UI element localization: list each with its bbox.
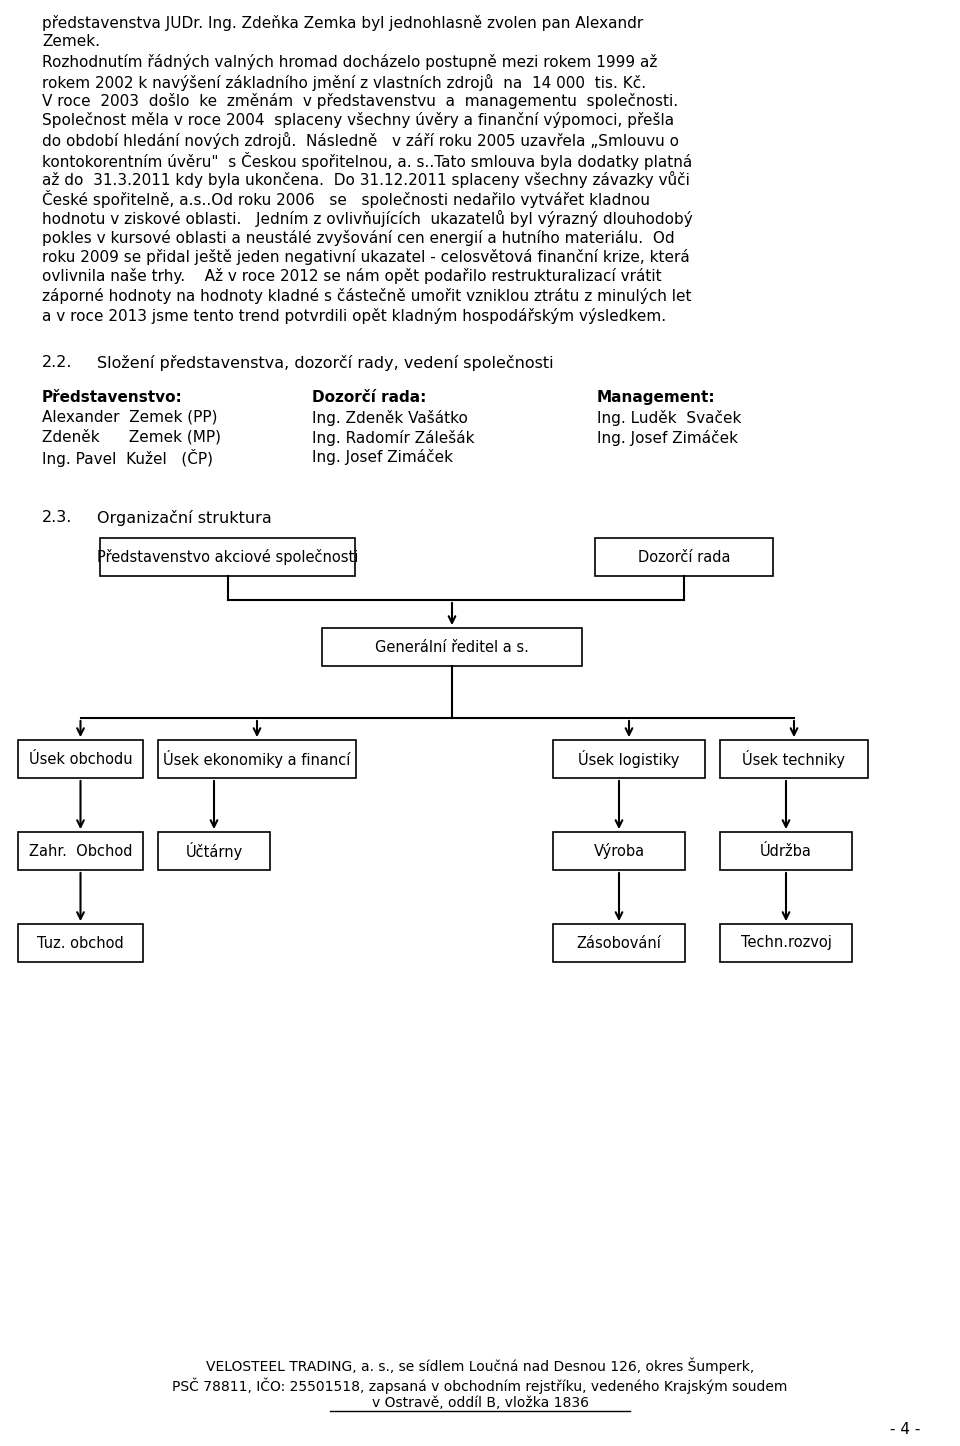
Bar	[553, 924, 685, 962]
Text: Generální ředitel a s.: Generální ředitel a s.	[375, 639, 529, 655]
Text: 2.3.: 2.3.	[42, 510, 72, 525]
Text: představenstva JUDr. Ing. Zdeňka Zemka byl jednohlasně zvolen pan Alexandr: představenstva JUDr. Ing. Zdeňka Zemka b…	[42, 14, 643, 30]
Bar	[158, 740, 356, 778]
Text: Zásobování: Zásobování	[577, 936, 661, 950]
Text: PSČ 78811, IČO: 25501518, zapsaná v obchodním rejstříku, vedeného Krajským soude: PSČ 78811, IČO: 25501518, zapsaná v obch…	[172, 1377, 788, 1394]
Text: Techn.rozvoj: Techn.rozvoj	[740, 936, 831, 950]
Bar	[100, 538, 355, 576]
Bar	[158, 831, 270, 870]
Bar	[595, 538, 773, 576]
Text: hodnotu v ziskové oblasti.   Jedním z ovlivňujících  ukazatelů byl výrazný dlouh: hodnotu v ziskové oblasti. Jedním z ovli…	[42, 210, 693, 227]
Bar	[322, 628, 582, 667]
Text: rokem 2002 k navýšení základního jmění z vlastních zdrojů  na  14 000  tis. Kč.: rokem 2002 k navýšení základního jmění z…	[42, 74, 646, 91]
Text: Představenstvo akciové společnosti: Představenstvo akciové společnosti	[97, 549, 358, 565]
Text: Ing. Pavel  Kužel   (ČP): Ing. Pavel Kužel (ČP)	[42, 450, 213, 467]
Bar	[553, 740, 705, 778]
Text: Ing. Josef Zimáček: Ing. Josef Zimáček	[597, 429, 738, 445]
Text: v Ostravě, oddíl B, vložka 1836: v Ostravě, oddíl B, vložka 1836	[372, 1395, 588, 1410]
Text: VELOSTEEL TRADING, a. s., se sídlem Loučná nad Desnou 126, okres Šumperk,: VELOSTEEL TRADING, a. s., se sídlem Louč…	[205, 1358, 755, 1375]
Text: Organizační struktura: Organizační struktura	[97, 510, 272, 526]
Text: České spořitelně, a.s..Od roku 2006   se   společnosti nedařilo vytvářet kladnou: České spořitelně, a.s..Od roku 2006 se s…	[42, 191, 650, 208]
Text: Úsek obchodu: Úsek obchodu	[29, 752, 132, 766]
Text: Výroba: Výroba	[593, 843, 644, 859]
Text: Dozorčí rada:: Dozorčí rada:	[312, 390, 426, 405]
Text: Účtárny: Účtárny	[185, 842, 243, 860]
Bar	[720, 831, 852, 870]
Text: Dozorčí rada: Dozorčí rada	[637, 549, 731, 564]
Text: Rozhodnutím řádných valných hromad docházelo postupně mezi rokem 1999 až: Rozhodnutím řádných valných hromad dochá…	[42, 54, 658, 69]
Text: Ing. Josef Zimáček: Ing. Josef Zimáček	[312, 450, 453, 466]
Bar	[553, 831, 685, 870]
Bar	[720, 740, 868, 778]
Text: Údržba: Údržba	[760, 843, 812, 859]
Text: Úsek ekonomiky a financí: Úsek ekonomiky a financí	[163, 750, 350, 768]
Text: Představenstvo:: Představenstvo:	[42, 390, 182, 405]
Text: Úsek logistiky: Úsek logistiky	[578, 750, 680, 768]
Text: Úsek techniky: Úsek techniky	[742, 750, 846, 768]
Text: Zemek.: Zemek.	[42, 35, 100, 49]
Text: pokles v kursové oblasti a neustálé zvyšování cen energií a hutního materiálu.  : pokles v kursové oblasti a neustálé zvyš…	[42, 230, 675, 246]
Text: a v roce 2013 jsme tento trend potvrdili opět kladným hospodářským výsledkem.: a v roce 2013 jsme tento trend potvrdili…	[42, 308, 666, 324]
Text: Ing. Zdeněk Vašátko: Ing. Zdeněk Vašátko	[312, 411, 468, 427]
Text: do období hledání nových zdrojů.  Následně   v září roku 2005 uzavřela „Smlouvu : do období hledání nových zdrojů. Následn…	[42, 132, 679, 149]
Text: Složení představenstva, dozorčí rady, vedení společnosti: Složení představenstva, dozorčí rady, ve…	[97, 356, 554, 372]
Text: - 4 -: - 4 -	[890, 1421, 920, 1437]
Bar	[18, 740, 143, 778]
Text: kontokorentním úvěru"  s Českou spořitelnou, a. s..Tato smlouva byla dodatky pla: kontokorentním úvěru" s Českou spořiteln…	[42, 152, 692, 169]
Text: Zdeněk      Zemek (MP): Zdeněk Zemek (MP)	[42, 429, 221, 445]
Text: až do  31.3.2011 kdy byla ukončena.  Do 31.12.2011 splaceny všechny závazky vůči: až do 31.3.2011 kdy byla ukončena. Do 31…	[42, 171, 690, 188]
Text: Ing. Luděk  Svaček: Ing. Luděk Svaček	[597, 411, 741, 427]
Text: Tuz. obchod: Tuz. obchod	[37, 936, 124, 950]
Text: ovlivnila naše trhy.    Až v roce 2012 se nám opět podařilo restrukturalizací vr: ovlivnila naše trhy. Až v roce 2012 se n…	[42, 269, 661, 285]
Text: Zahr.  Obchod: Zahr. Obchod	[29, 843, 132, 859]
Text: záporné hodnoty na hodnoty kladné s částečně umořit vzniklou ztrátu z minulých l: záporné hodnoty na hodnoty kladné s část…	[42, 288, 691, 304]
Bar	[18, 924, 143, 962]
Text: Společnost měla v roce 2004  splaceny všechny úvěry a finanční výpomoci, přešla: Společnost měla v roce 2004 splaceny vše…	[42, 113, 674, 129]
Text: Ing. Radomír Zálešák: Ing. Radomír Zálešák	[312, 429, 474, 445]
Text: 2.2.: 2.2.	[42, 356, 73, 370]
Bar	[720, 924, 852, 962]
Text: V roce  2003  došlo  ke  změnám  v představenstvu  a  managementu  společnosti.: V roce 2003 došlo ke změnám v představen…	[42, 93, 678, 108]
Text: roku 2009 se přidal ještě jeden negativní ukazatel - celosvětová finanční krize,: roku 2009 se přidal ještě jeden negativn…	[42, 249, 689, 265]
Text: Management:: Management:	[597, 390, 715, 405]
Text: Alexander  Zemek (PP): Alexander Zemek (PP)	[42, 411, 218, 425]
Bar	[18, 831, 143, 870]
